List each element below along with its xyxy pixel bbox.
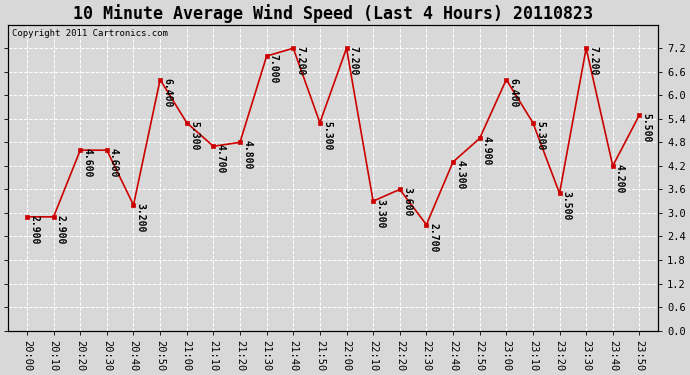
Text: 4.900: 4.900 xyxy=(482,136,492,166)
Text: 3.600: 3.600 xyxy=(402,188,412,217)
Text: 5.300: 5.300 xyxy=(189,121,199,150)
Text: 4.700: 4.700 xyxy=(215,144,226,174)
Text: 7.200: 7.200 xyxy=(589,46,598,76)
Text: 4.300: 4.300 xyxy=(455,160,465,189)
Text: 2.900: 2.900 xyxy=(29,215,39,244)
Text: 5.300: 5.300 xyxy=(322,121,332,150)
Text: 5.300: 5.300 xyxy=(535,121,545,150)
Text: 4.600: 4.600 xyxy=(109,148,119,178)
Text: 3.500: 3.500 xyxy=(562,191,571,221)
Text: 2.900: 2.900 xyxy=(56,215,66,244)
Text: 3.200: 3.200 xyxy=(136,203,146,232)
Text: 7.000: 7.000 xyxy=(268,54,279,84)
Text: 3.300: 3.300 xyxy=(375,199,385,229)
Text: 2.700: 2.700 xyxy=(428,223,439,252)
Text: 4.800: 4.800 xyxy=(242,140,252,170)
Title: 10 Minute Average Wind Speed (Last 4 Hours) 20110823: 10 Minute Average Wind Speed (Last 4 Hou… xyxy=(73,4,593,23)
Text: 4.200: 4.200 xyxy=(615,164,625,193)
Text: 5.500: 5.500 xyxy=(642,113,651,142)
Text: 6.400: 6.400 xyxy=(162,78,172,107)
Text: 4.600: 4.600 xyxy=(82,148,92,178)
Text: 7.200: 7.200 xyxy=(348,46,359,76)
Text: 7.200: 7.200 xyxy=(295,46,306,76)
Text: 6.400: 6.400 xyxy=(509,78,518,107)
Text: Copyright 2011 Cartronics.com: Copyright 2011 Cartronics.com xyxy=(12,29,168,38)
